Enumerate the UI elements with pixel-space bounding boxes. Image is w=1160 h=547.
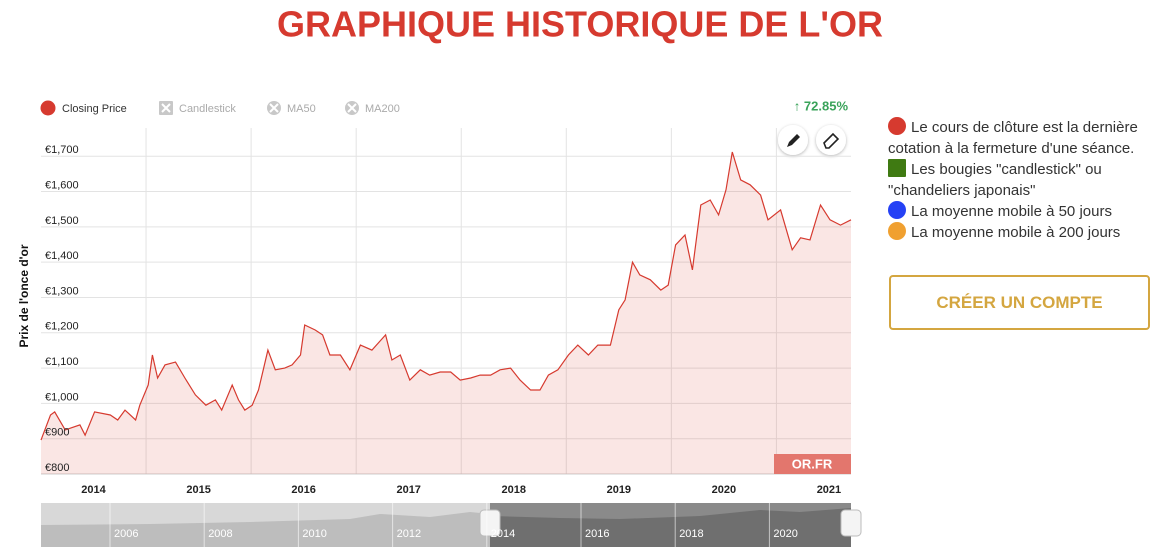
note-marker — [888, 222, 906, 240]
x-tick-label: 2019 — [607, 484, 631, 496]
watermark-bg — [774, 454, 851, 474]
y-tick-label: €1,000 — [45, 391, 79, 403]
note-text: La moyenne mobile à 50 jours — [911, 203, 1112, 220]
x-tick-label: 2021 — [817, 484, 841, 496]
legend-label: MA50 — [287, 103, 316, 115]
x-tick-label: 2014 — [81, 484, 106, 496]
x-tick-label: 2020 — [712, 484, 736, 496]
y-tick-label: €1,600 — [45, 179, 79, 191]
navigator-label: 2020 — [773, 528, 797, 540]
note-text: La moyenne mobile à 200 jours — [911, 224, 1121, 241]
navigator-label: 2012 — [397, 528, 421, 540]
create-account-button[interactable]: CRÉER UN COMPTE — [889, 275, 1150, 330]
navigator-area — [490, 508, 851, 547]
legend-note: La moyenne mobile à 50 jours — [888, 201, 1153, 222]
note-text: Le cours de clôture est la dernière cota… — [888, 119, 1138, 157]
navigator-handle[interactable] — [840, 509, 862, 537]
legend-label[interactable]: Closing Price — [62, 103, 127, 115]
y-tick-label: €1,300 — [45, 285, 79, 297]
note-marker — [888, 159, 906, 177]
legend-note: La moyenne mobile à 200 jours — [888, 222, 1153, 243]
legend-item[interactable]: Candlestick — [159, 101, 236, 115]
navigator-label: 2006 — [114, 528, 138, 540]
y-tick-label: €1,200 — [45, 321, 79, 333]
legend-marker-cross — [269, 103, 279, 113]
y-tick-label: €1,400 — [45, 250, 79, 262]
erase-button[interactable] — [816, 125, 846, 155]
change-label: ↑ 72.85% — [794, 98, 849, 113]
line — [40, 151, 852, 441]
x-tick-label: 2017 — [396, 484, 420, 496]
navigator-label: 2014 — [491, 528, 515, 540]
y-tick-label: €1,100 — [45, 356, 79, 368]
note-text: Les bougies "candlestick" ou "chandelier… — [888, 161, 1102, 199]
x-tick-label: 2015 — [186, 484, 210, 496]
navigator-handle[interactable] — [479, 509, 501, 537]
page-title: GRAPHIQUE HISTORIQUE DE L'OR — [277, 4, 883, 45]
area — [41, 152, 851, 474]
legend-item[interactable]: MA200 — [345, 101, 400, 115]
sidebar: Le cours de clôture est la dernière cota… — [888, 117, 1153, 243]
legend-label: MA200 — [365, 103, 400, 115]
draw-button[interactable] — [778, 125, 808, 155]
note-marker — [888, 201, 906, 219]
legend-item[interactable]: MA50 — [267, 101, 316, 115]
navigator-label: 2008 — [208, 528, 232, 540]
navigator-label: 2016 — [585, 528, 609, 540]
legend-label: Candlestick — [179, 103, 236, 115]
legend-marker[interactable] — [40, 100, 56, 116]
y-tick-label: €1,500 — [45, 215, 79, 227]
y-tick-label: €800 — [45, 462, 69, 474]
navigator-area — [41, 512, 490, 547]
y-axis-title: Prix de l'once d'or — [17, 244, 31, 347]
navigator-label: 2010 — [302, 528, 326, 540]
legend-marker-cross — [161, 103, 171, 113]
plot-area — [41, 128, 851, 474]
navigator-label: 2018 — [679, 528, 703, 540]
legend-note: Le cours de clôture est la dernière cota… — [888, 117, 1153, 159]
y-tick-label: €1,700 — [45, 144, 79, 156]
watermark: OR.FR — [792, 456, 833, 471]
legend-note: Les bougies "candlestick" ou "chandelier… — [888, 159, 1153, 201]
y-tick-label: €900 — [45, 427, 69, 439]
x-tick-label: 2016 — [291, 484, 315, 496]
x-tick-label: 2018 — [502, 484, 526, 496]
note-marker — [888, 117, 906, 135]
legend-marker-cross — [347, 103, 357, 113]
